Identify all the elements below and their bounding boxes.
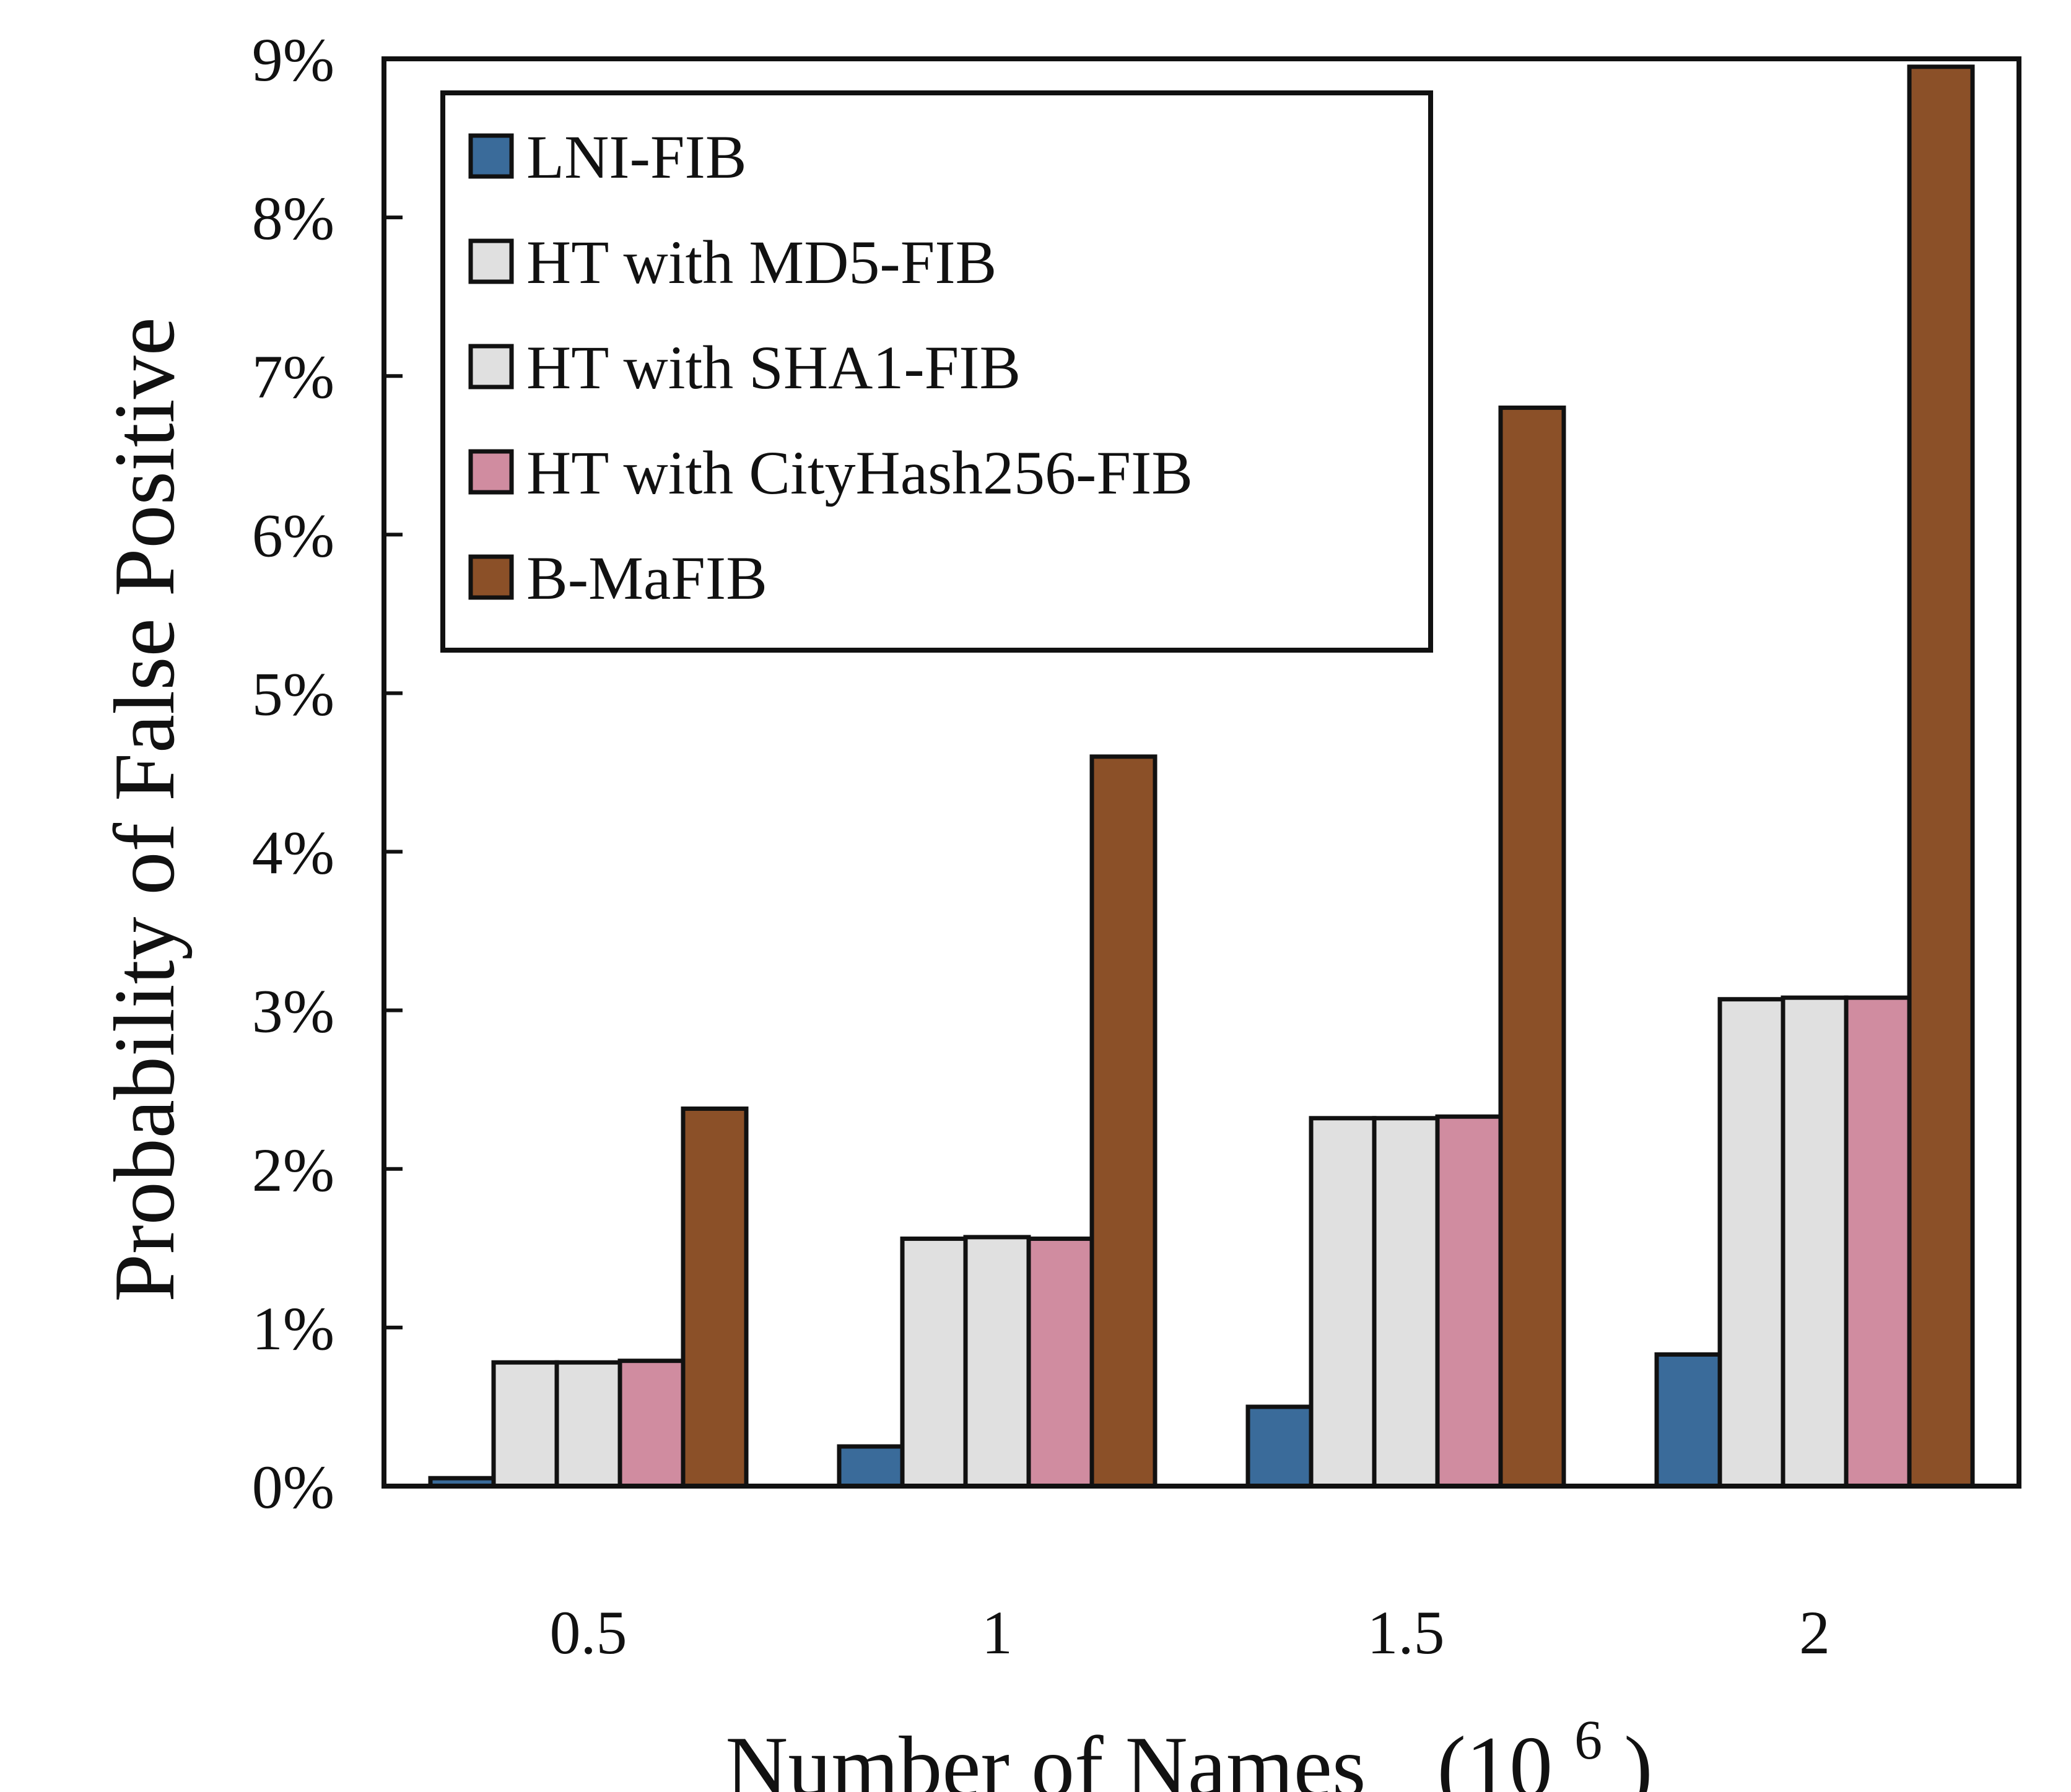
bar	[617, 1359, 686, 1489]
legend-label: HT with MD5-FIB	[526, 228, 996, 297]
y-tick-label: 7%	[252, 342, 334, 411]
legend-swatch	[468, 449, 514, 495]
legend-label: B-MaFIB	[526, 544, 767, 612]
bar	[1907, 64, 1975, 1489]
bars-layer	[428, 64, 1975, 1489]
bar	[1435, 1114, 1503, 1489]
x-tick-label: 0.5	[550, 1598, 627, 1667]
legend-label: HT with SHA1-FIB	[526, 333, 1021, 402]
y-tick-label: 8%	[252, 184, 334, 253]
x-axis-title: Number of Names (10 6 )	[725, 1682, 1652, 1792]
bar	[837, 1444, 905, 1489]
legend-swatch	[468, 344, 514, 389]
bar	[1372, 1116, 1440, 1489]
x-axis-unit-close: )	[1624, 1719, 1653, 1792]
x-tick-label: 1	[982, 1598, 1013, 1667]
bar	[1844, 995, 1912, 1489]
legend: LNI-FIB HT with MD5-FIB HT with SHA1-FIB HT…	[440, 90, 1433, 653]
y-tick-label: 4%	[252, 819, 334, 887]
bar	[963, 1235, 1031, 1489]
bar	[1498, 405, 1566, 1489]
y-axis: 0% 1% 2% 3% 4% 5% 6% 7% 8% 9%	[252, 25, 403, 1521]
bar	[1026, 1236, 1094, 1489]
legend-swatch	[468, 238, 514, 284]
x-axis-unit-exponent: 6	[1574, 1710, 1602, 1771]
y-tick-label: 3%	[252, 977, 334, 1046]
bar	[900, 1236, 968, 1489]
bar	[554, 1360, 622, 1489]
bar	[1089, 754, 1158, 1489]
legend-label: LNI-FIB	[526, 123, 747, 191]
legend-box	[440, 90, 1433, 653]
bar	[1654, 1352, 1722, 1489]
bar	[681, 1106, 749, 1489]
legend-label: HT with CityHash256-FIB	[526, 438, 1193, 507]
x-axis: 0.5 1 1.5 2	[550, 1598, 1831, 1667]
bar	[1309, 1116, 1377, 1489]
bar	[1717, 997, 1785, 1489]
x-axis-title-text: Number of Names	[725, 1719, 1366, 1792]
y-tick-label: 1%	[252, 1294, 334, 1363]
x-tick-label: 1.5	[1367, 1598, 1445, 1667]
x-axis-unit: (10	[1437, 1719, 1553, 1792]
y-tick-label: 2%	[252, 1136, 334, 1204]
y-axis-title: Probability of False Positive	[97, 317, 193, 1302]
y-tick-label: 5%	[252, 659, 334, 728]
y-tick-label: 9%	[252, 25, 334, 94]
legend-swatch	[468, 133, 514, 179]
plot-frame	[381, 56, 2021, 1489]
bar	[1781, 995, 1849, 1489]
bar	[491, 1360, 559, 1489]
bar	[1245, 1404, 1314, 1489]
y-tick-label: 6%	[252, 501, 334, 570]
y-tick-label: 0%	[252, 1453, 334, 1521]
legend-swatch	[468, 554, 514, 600]
x-tick-label: 2	[1799, 1598, 1830, 1667]
